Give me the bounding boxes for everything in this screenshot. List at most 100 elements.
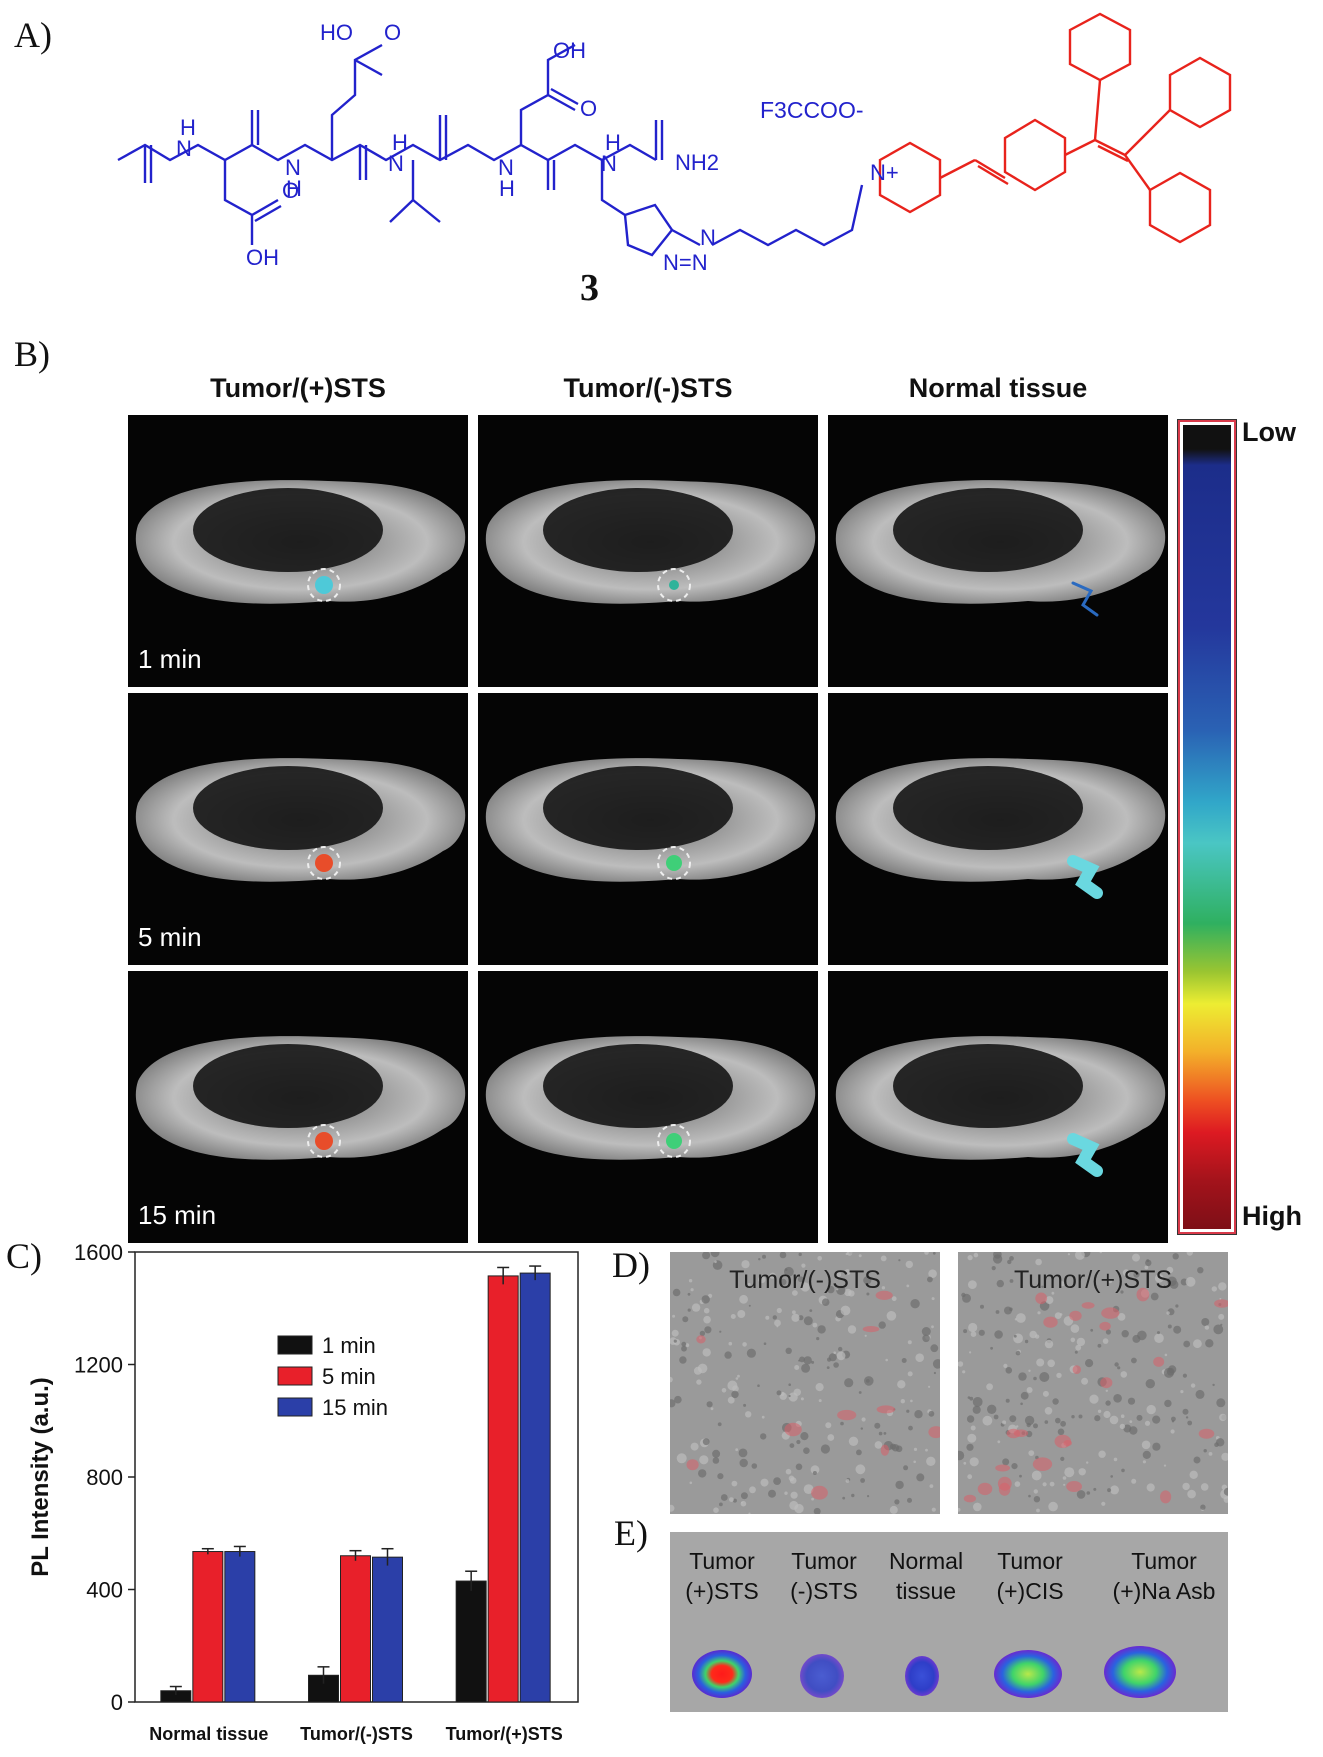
- mouse-silhouette: [135, 758, 466, 882]
- svg-text:N+: N+: [870, 160, 899, 185]
- bar: [487, 1275, 519, 1703]
- svg-text:N: N: [498, 155, 514, 180]
- mouse-silhouette: [485, 1036, 816, 1160]
- tumor-roi-circle: [307, 1124, 341, 1158]
- mouse-image-tile: 5 min: [128, 693, 468, 965]
- fluorescence-signal: [1067, 1133, 1103, 1177]
- bar: [340, 1555, 371, 1703]
- svg-text:H: H: [180, 115, 196, 140]
- structure-drawing: HO O OH O OH O NH2 N=N N HN NH HN NH HN …: [117, 12, 1232, 309]
- fluorescence-signal: [666, 855, 682, 871]
- organ-spot: [1104, 1646, 1176, 1698]
- mouse-image-tile: [478, 415, 818, 687]
- panel-b-imaging: B) Tumor/(+)STS Tumor/(-)STS Normal tiss…: [0, 334, 1323, 1243]
- column-header: Tumor/(+)STS: [210, 373, 386, 403]
- svg-text:N: N: [700, 225, 716, 250]
- svg-text:O: O: [282, 178, 299, 203]
- fluorescence-signal: [1067, 855, 1103, 899]
- organ-spot: [905, 1656, 939, 1696]
- organ-label-line1: Tumor: [689, 1548, 755, 1574]
- svg-text:N: N: [176, 136, 192, 161]
- compound-number: 3: [580, 267, 599, 309]
- fluorescence-signal: [315, 576, 333, 594]
- y-tick-label: 400: [86, 1578, 123, 1603]
- column-header: Tumor/(-)STS: [563, 373, 733, 403]
- legend-swatch: [277, 1397, 313, 1417]
- y-tick-label: 1200: [74, 1353, 123, 1378]
- svg-text:NH2: NH2: [675, 150, 719, 175]
- organ-label-line1: Tumor: [791, 1548, 857, 1574]
- panel-b-label: B): [14, 334, 50, 374]
- svg-text:HO: HO: [320, 20, 353, 45]
- svg-text:N: N: [601, 151, 617, 176]
- counterion: F3CCOO-: [760, 97, 864, 123]
- mouse-image-tile: [478, 693, 818, 965]
- mouse-silhouette: [835, 480, 1166, 617]
- y-tick-label: 800: [86, 1465, 123, 1490]
- micrograph-label: Tumor/(+)STS: [1013, 1266, 1173, 1294]
- legend-swatch: [277, 1335, 313, 1355]
- svg-text:N: N: [285, 155, 301, 180]
- panel-e-label: E): [614, 1513, 648, 1553]
- colorbar-low-label: Low: [1242, 417, 1296, 447]
- organ-fluorescence-spots: [692, 1646, 1176, 1698]
- bar: [519, 1272, 551, 1703]
- tumor-roi-circle: [657, 1124, 691, 1158]
- organ-spot: [994, 1650, 1062, 1698]
- legend-label: 5 min: [322, 1364, 376, 1389]
- organ-label-line2: (+)STS: [685, 1578, 759, 1604]
- panel-c-label: C): [6, 1236, 42, 1276]
- colorbar-high-label: High: [1242, 1201, 1302, 1231]
- organ-label-line2: (+)Na Asb: [1112, 1578, 1216, 1604]
- panel-a-structure: A) HO: [0, 0, 1323, 335]
- fluorescence-signal: [315, 854, 333, 872]
- peptide-bonds: [117, 43, 701, 257]
- mouse-silhouette: [835, 1036, 1166, 1177]
- mouse-silhouette: [135, 480, 466, 604]
- micrograph-plus-sts: Tumor/(+)STS: [958, 1252, 1228, 1514]
- fluorescence-signal: [1071, 581, 1099, 617]
- bar: [192, 1551, 224, 1703]
- tpe-fluorophore: [878, 12, 1232, 244]
- mouse-image-tile: 1 min: [128, 415, 468, 687]
- y-axis-label: PL Intensity (a.u.): [27, 1377, 54, 1577]
- svg-text:H: H: [605, 130, 621, 155]
- micrograph-label: Tumor/(-)STS: [729, 1266, 881, 1294]
- organ-label-line1: Tumor: [1131, 1548, 1197, 1574]
- pl-intensity-bar-chart: 0 400 800 1200 1600 PL Intensity (a.u.) Normal…: [27, 1240, 579, 1744]
- mouse-silhouette: [135, 1036, 466, 1160]
- mouse-silhouette: [485, 480, 816, 604]
- mouse-image-tile: [828, 693, 1168, 965]
- svg-text:O: O: [384, 20, 401, 45]
- fluorescence-signal: [669, 580, 679, 590]
- mouse-image-tile: 15 min: [128, 971, 468, 1243]
- y-tick-label: 0: [111, 1690, 123, 1715]
- time-point-label: 1 min: [138, 644, 202, 674]
- micrograph-minus-sts: Tumor/(-)STS: [670, 1252, 940, 1514]
- legend-swatch: [277, 1366, 313, 1386]
- svg-text:OH: OH: [246, 245, 279, 270]
- bar: [372, 1556, 403, 1703]
- mouse-image-tile: [828, 415, 1168, 687]
- x-tick-label: Tumor/(+)STS: [446, 1724, 563, 1744]
- svg-text:O: O: [580, 96, 597, 121]
- organ-label-line1: Tumor: [997, 1548, 1063, 1574]
- legend-label: 15 min: [322, 1395, 388, 1420]
- svg-text:H: H: [499, 176, 515, 201]
- fluorescence-signal: [315, 1132, 333, 1150]
- x-tick-label: Normal tissue: [149, 1724, 268, 1744]
- y-tick-label: 1600: [74, 1240, 123, 1265]
- ex-vivo-organ-panel: Tumor (+)STS Tumor (-)STS Normal tissue Tum…: [670, 1532, 1228, 1712]
- fluorescence-signal: [666, 1133, 682, 1149]
- intensity-colorbar: [1177, 419, 1237, 1235]
- svg-text:OH: OH: [553, 38, 586, 63]
- organ-label-line2: (-)STS: [790, 1578, 858, 1604]
- organ-spot: [692, 1650, 752, 1698]
- tumor-roi-circle: [307, 568, 341, 602]
- tumor-roi-circle: [657, 846, 691, 880]
- micrograph-texture: [670, 1252, 940, 1514]
- micrograph-texture: [958, 1252, 1228, 1513]
- time-point-label: 5 min: [138, 922, 202, 952]
- panel-c-chart: C) 0 400 800 1200 1600 PL Intensity (a.u.) Nor…: [0, 1230, 610, 1752]
- svg-text:N: N: [388, 151, 404, 176]
